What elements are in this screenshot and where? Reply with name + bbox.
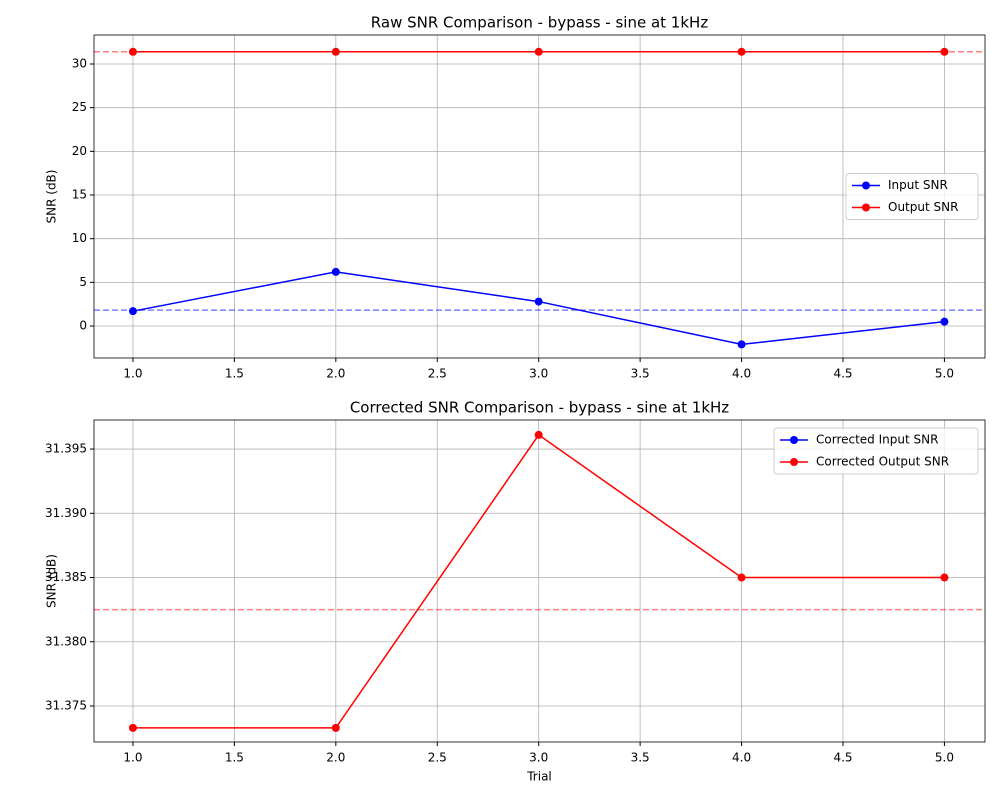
y-tick-label: 20 (72, 144, 87, 158)
x-tick-label: 2.5 (428, 751, 447, 765)
chart-title: Raw SNR Comparison - bypass - sine at 1k… (371, 14, 709, 32)
legend-marker (790, 458, 798, 466)
x-tick-label: 2.5 (428, 367, 447, 381)
marker (331, 47, 340, 56)
x-tick-label: 5.0 (935, 367, 954, 381)
legend-marker (862, 181, 870, 190)
legend-label: Input SNR (888, 178, 948, 192)
x-tick-label: 4.0 (732, 367, 751, 381)
marker (940, 47, 949, 56)
x-tick-label: 2.0 (326, 367, 345, 381)
legend-box (773, 427, 979, 475)
marker (128, 47, 137, 56)
marker (534, 47, 543, 56)
y-tick-label: 5 (79, 275, 87, 289)
marker (737, 47, 746, 56)
y-tick-label: 15 (72, 188, 87, 202)
x-tick-label: 4.5 (833, 367, 852, 381)
x-tick-label: 3.0 (529, 751, 548, 765)
legend-label: Output SNR (888, 200, 958, 214)
plot-frame (93, 419, 986, 743)
x-tick-label: 2.0 (326, 751, 345, 765)
legend-label: Corrected Input SNR (816, 433, 938, 447)
marker (534, 430, 543, 439)
x-tick-label: 3.0 (529, 367, 548, 381)
y-tick-label: 31.380 (45, 634, 87, 648)
y-axis-label: SNR (dB) (45, 554, 59, 608)
legend-marker (790, 436, 798, 444)
marker (331, 723, 340, 732)
y-tick-label: 10 (72, 231, 87, 245)
y-axis-label: SNR (dB) (45, 170, 59, 224)
x-tick-label: 3.5 (631, 751, 650, 765)
plot-frame (93, 34, 986, 359)
x-tick-label: 4.5 (833, 751, 852, 765)
marker (737, 573, 746, 582)
marker (940, 573, 949, 582)
x-tick-label: 4.0 (732, 751, 751, 765)
x-tick-label: 1.5 (225, 751, 244, 765)
y-tick-label: 31.385 (45, 570, 87, 584)
y-tick-label: 25 (72, 100, 87, 114)
x-tick-label: 5.0 (935, 751, 954, 765)
marker (128, 723, 137, 732)
marker (331, 267, 340, 276)
chart-title: Corrected SNR Comparison - bypass - sine… (350, 399, 729, 417)
y-tick-label: 31.395 (45, 442, 87, 456)
marker (534, 297, 543, 306)
legend-label: Corrected Output SNR (816, 455, 949, 469)
y-tick-label: 31.390 (45, 506, 87, 520)
x-tick-label: 1.0 (123, 367, 142, 381)
x-tick-label: 1.5 (225, 367, 244, 381)
y-tick-label: 30 (72, 56, 87, 70)
legend-marker (862, 203, 870, 212)
marker (128, 307, 137, 316)
x-tick-label: 1.0 (123, 751, 142, 765)
x-tick-label: 3.5 (631, 367, 650, 381)
x-axis-label: Trial (526, 770, 552, 784)
marker (737, 340, 746, 349)
y-tick-label: 31.375 (45, 699, 87, 713)
marker (940, 317, 949, 326)
y-tick-label: 0 (79, 319, 87, 333)
